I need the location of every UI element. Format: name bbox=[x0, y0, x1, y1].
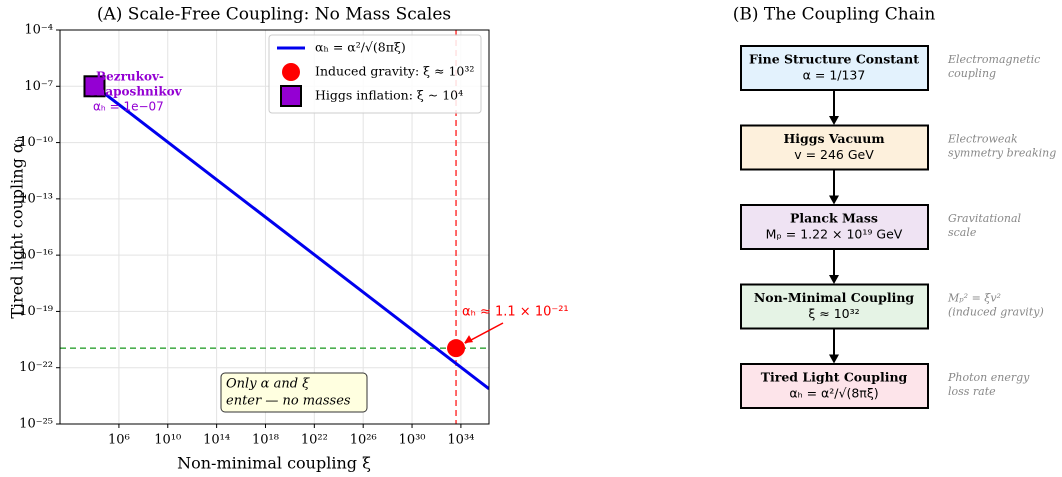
x-tick-label: 10²⁶ bbox=[350, 433, 377, 448]
x-tick-label: 10⁶ bbox=[108, 433, 130, 448]
x-tick-label: 10¹⁰ bbox=[154, 433, 181, 448]
annotation: αₕ = 1e−07 bbox=[93, 100, 164, 114]
node-formula: v = 246 GeV bbox=[794, 147, 874, 162]
diagram-node bbox=[740, 204, 929, 250]
arrow-head bbox=[829, 195, 839, 205]
diagram-node bbox=[740, 124, 929, 171]
node-note: Photon energy bbox=[947, 371, 1030, 384]
legend-label: αₕ = α²/√(8πξ) bbox=[315, 40, 406, 55]
y-axis-label: Tired light coupling αₕ bbox=[8, 135, 27, 318]
node-note: Electromagnetic bbox=[947, 53, 1040, 66]
diagram-node bbox=[740, 363, 929, 409]
plot-frame bbox=[59, 29, 490, 425]
legend-label: Higgs inflation: ξ ∼ 10⁴ bbox=[315, 88, 463, 103]
plot-area bbox=[93, 84, 489, 391]
data-line bbox=[93, 84, 489, 391]
y-tick-label: 10⁻¹³ bbox=[19, 191, 53, 206]
arrow-head bbox=[829, 275, 839, 284]
y-tick-label: 10⁻²⁵ bbox=[19, 417, 53, 432]
y-tick-label: 10⁻¹⁹ bbox=[19, 304, 53, 319]
node-formula: Mₚ = 1.22 × 10¹⁹ GeV bbox=[766, 227, 903, 242]
chart-title: (A) Scale-Free Coupling: No Mass Scales bbox=[97, 5, 451, 25]
node-note: coupling bbox=[948, 67, 996, 80]
y-tick-label: 10⁻¹⁰ bbox=[19, 135, 53, 150]
legend-swatch bbox=[280, 85, 302, 107]
node-title: Non-Minimal Coupling bbox=[754, 290, 915, 305]
node-note: Gravitational bbox=[948, 212, 1022, 225]
y-tick-label: 10⁻⁴ bbox=[24, 23, 53, 38]
x-axis-label: Non-minimal coupling ξ bbox=[177, 454, 371, 473]
data-point bbox=[447, 339, 466, 358]
x-tick-label: 10³⁴ bbox=[447, 433, 474, 448]
arrow-head bbox=[464, 335, 474, 344]
node-title: Higgs Vacuum bbox=[783, 131, 884, 146]
diagram-node bbox=[740, 283, 929, 330]
node-note: Mₚ² = ξv² bbox=[947, 292, 1001, 305]
node-title: Planck Mass bbox=[790, 211, 878, 226]
node-formula: ξ ≈ 10³² bbox=[808, 306, 859, 321]
annotation: Only α and ξ bbox=[226, 377, 310, 392]
node-note: loss rate bbox=[948, 385, 996, 398]
node-formula: αₕ = α²/√(8πξ) bbox=[789, 386, 878, 401]
legend-swatch bbox=[282, 63, 300, 81]
node-title: Fine Structure Constant bbox=[749, 52, 919, 67]
node-note: symmetry breaking bbox=[948, 147, 1056, 160]
annotation: αₕ ≈ 1.1 × 10⁻²¹ bbox=[462, 305, 569, 320]
x-tick-label: 10¹⁸ bbox=[252, 433, 279, 448]
node-title: Tired Light Coupling bbox=[761, 370, 908, 385]
data-point bbox=[83, 75, 106, 98]
annotation: Shaposhnikov bbox=[88, 85, 183, 99]
legend-label: Induced gravity: ξ ≈ 10³² bbox=[315, 64, 474, 79]
x-tick-label: 10¹⁴ bbox=[203, 433, 230, 448]
node-formula: α = 1/137 bbox=[803, 68, 866, 83]
node-note: Electroweak bbox=[947, 133, 1018, 146]
y-tick-label: 10⁻¹⁶ bbox=[19, 248, 53, 263]
annotation: enter — no masses bbox=[226, 394, 351, 409]
diagram-title: (B) The Coupling Chain bbox=[733, 5, 936, 25]
arrow-head bbox=[829, 116, 839, 125]
node-note: (induced gravity) bbox=[948, 306, 1044, 319]
y-tick-label: 10⁻²² bbox=[19, 360, 53, 375]
arrow-head bbox=[829, 354, 839, 364]
annotation-box bbox=[220, 372, 368, 413]
y-tick-label: 10⁻⁷ bbox=[24, 79, 53, 94]
x-tick-label: 10³⁰ bbox=[399, 433, 426, 448]
x-tick-label: 10²² bbox=[301, 433, 328, 448]
legend-box bbox=[268, 34, 482, 114]
node-note: scale bbox=[948, 226, 977, 239]
annotation: Bezrukov- bbox=[96, 70, 164, 84]
